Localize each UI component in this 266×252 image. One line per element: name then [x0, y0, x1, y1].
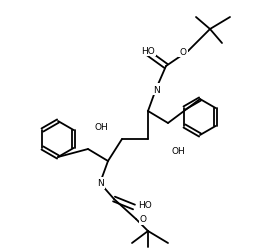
Text: O: O [140, 215, 147, 224]
Text: N: N [153, 85, 159, 94]
Text: N: N [97, 179, 103, 188]
Text: HO: HO [138, 201, 152, 210]
Text: O: O [180, 47, 186, 56]
Text: HO: HO [141, 46, 155, 55]
Text: OH: OH [172, 147, 186, 156]
Text: OH: OH [94, 123, 108, 132]
